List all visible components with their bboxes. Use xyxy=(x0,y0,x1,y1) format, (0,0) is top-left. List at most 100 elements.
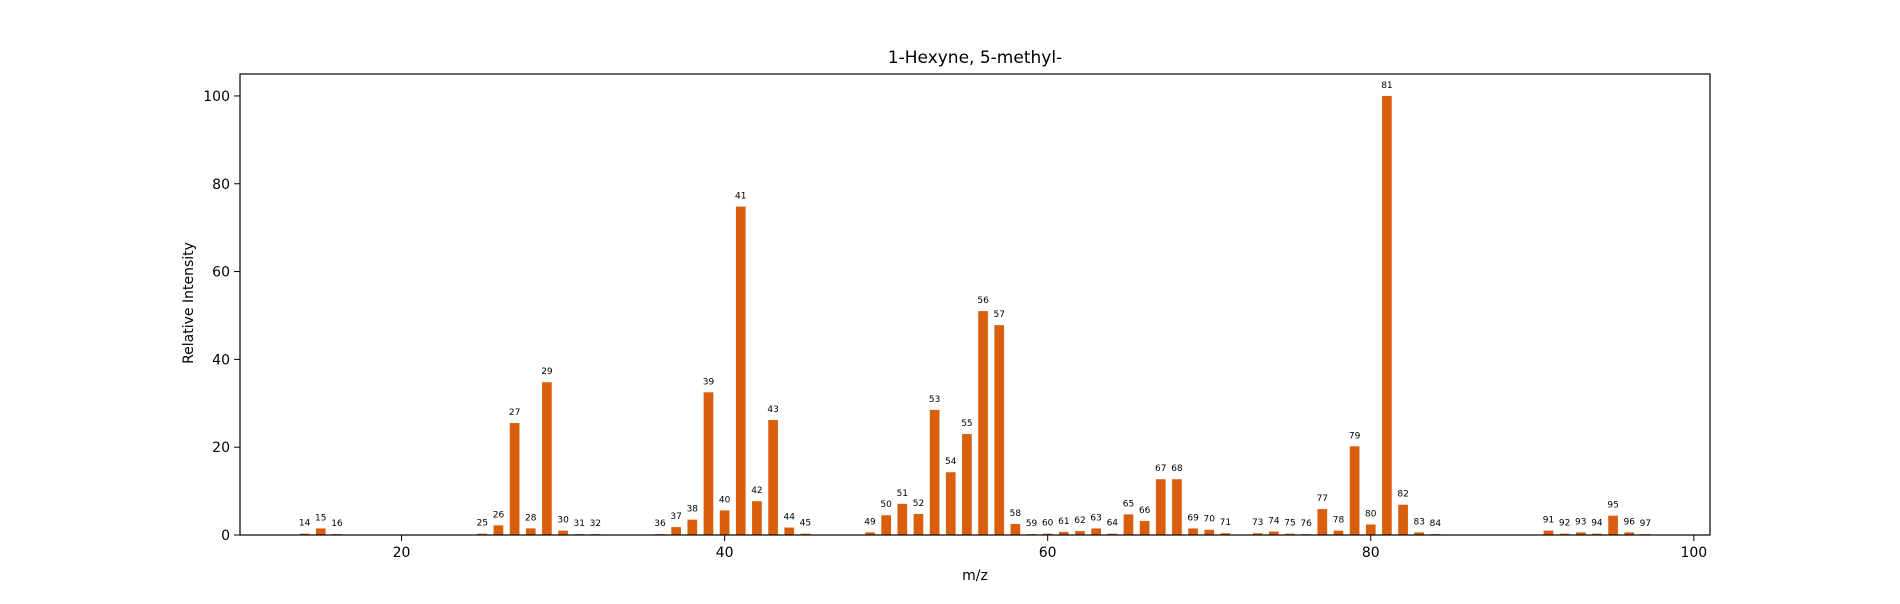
x-axis-label: m/z xyxy=(962,568,988,584)
bar-mz-55 xyxy=(962,434,972,535)
bars-layer xyxy=(299,95,1651,535)
bar-label-mz-66: 66 xyxy=(1139,506,1151,516)
bar-mz-52 xyxy=(913,513,924,535)
bar-label-mz-81: 81 xyxy=(1381,81,1392,91)
bar-label-mz-68: 68 xyxy=(1171,464,1183,474)
bar-label-mz-83: 83 xyxy=(1414,517,1425,527)
bar-mz-43 xyxy=(768,419,778,535)
bar-label-mz-38: 38 xyxy=(687,505,699,515)
bar-mz-71 xyxy=(1220,533,1231,535)
bar-label-mz-96: 96 xyxy=(1624,517,1636,527)
plot-frame xyxy=(239,73,1711,536)
bar-label-mz-32: 32 xyxy=(590,519,601,529)
bar-label-mz-26: 26 xyxy=(493,510,505,520)
chart-title: 1-Hexyne, 5-methyl- xyxy=(888,48,1062,68)
bar-mz-64 xyxy=(1107,533,1118,535)
bar-mz-39 xyxy=(703,392,714,535)
y-tick-label-80: 80 xyxy=(212,177,230,193)
bar-label-mz-59: 59 xyxy=(1026,519,1038,529)
bar-mz-54 xyxy=(945,472,956,535)
bar-label-mz-54: 54 xyxy=(945,457,957,467)
bar-label-mz-71: 71 xyxy=(1220,518,1231,528)
bar-label-mz-78: 78 xyxy=(1333,516,1345,526)
bar-label-mz-76: 76 xyxy=(1300,519,1312,529)
bar-mz-96 xyxy=(1624,532,1635,535)
bar-mz-45 xyxy=(800,533,811,535)
bar-mz-81 xyxy=(1382,95,1392,535)
bar-mz-94 xyxy=(1592,533,1602,535)
bar-mz-78 xyxy=(1333,530,1344,535)
x-tick-label-20: 20 xyxy=(393,545,411,561)
y-tick-label-40: 40 xyxy=(212,352,230,368)
bar-label-mz-75: 75 xyxy=(1284,519,1295,529)
bar-label-mz-14: 14 xyxy=(299,519,311,529)
bar-mz-80 xyxy=(1365,524,1376,535)
bar-mz-75 xyxy=(1285,533,1295,535)
bar-mz-30 xyxy=(558,530,568,535)
bar-mz-63 xyxy=(1091,528,1101,535)
bar-label-mz-93: 93 xyxy=(1575,517,1586,527)
bar-label-mz-30: 30 xyxy=(557,516,569,526)
bar-label-mz-79: 79 xyxy=(1349,431,1361,441)
bar-label-mz-60: 60 xyxy=(1042,519,1054,529)
bar-mz-28 xyxy=(525,528,536,535)
bar-label-mz-53: 53 xyxy=(929,395,940,405)
bar-label-mz-16: 16 xyxy=(331,519,343,529)
bar-label-mz-15: 15 xyxy=(315,513,326,523)
bar-mz-73 xyxy=(1252,533,1263,535)
bar-mz-41 xyxy=(735,206,746,535)
bar-mz-50 xyxy=(881,515,891,535)
bar-label-mz-74: 74 xyxy=(1268,516,1280,526)
bar-label-mz-64: 64 xyxy=(1107,519,1119,529)
bar-mz-77 xyxy=(1317,509,1328,535)
bar-label-mz-65: 65 xyxy=(1123,499,1134,509)
y-axis-label: Relative Intensity xyxy=(181,242,197,364)
bar-label-mz-82: 82 xyxy=(1397,490,1408,500)
y-tick-label-100: 100 xyxy=(203,89,230,105)
bar-mz-65 xyxy=(1123,514,1134,535)
bar-label-mz-61: 61 xyxy=(1058,517,1069,527)
bar-mz-37 xyxy=(671,527,681,535)
bar-label-mz-73: 73 xyxy=(1252,518,1263,528)
bar-label-mz-95: 95 xyxy=(1607,501,1618,511)
bar-mz-14 xyxy=(299,533,310,535)
bar-mz-83 xyxy=(1414,532,1425,535)
bar-label-mz-43: 43 xyxy=(767,405,778,415)
bar-mz-61 xyxy=(1059,531,1069,535)
bar-mz-56 xyxy=(978,311,988,535)
bar-mz-68 xyxy=(1172,479,1182,535)
bar-mz-40 xyxy=(719,510,730,535)
bar-mz-51 xyxy=(897,503,908,535)
bar-mz-38 xyxy=(687,519,698,535)
bar-label-mz-27: 27 xyxy=(509,408,520,418)
bar-label-mz-94: 94 xyxy=(1591,519,1603,529)
bar-mz-53 xyxy=(929,409,940,535)
x-tick-label-80: 80 xyxy=(1362,545,1380,561)
bar-label-mz-57: 57 xyxy=(994,310,1005,320)
bar-label-mz-69: 69 xyxy=(1187,513,1199,523)
bar-mz-42 xyxy=(752,501,762,535)
bar-label-mz-51: 51 xyxy=(897,489,908,499)
bar-label-mz-67: 67 xyxy=(1155,464,1166,474)
bar-label-mz-92: 92 xyxy=(1559,519,1570,529)
bar-mz-44 xyxy=(784,527,795,535)
bar-mz-69 xyxy=(1188,528,1198,535)
bar-label-mz-39: 39 xyxy=(703,377,715,387)
bar-mz-70 xyxy=(1204,529,1215,535)
bar-mz-82 xyxy=(1398,504,1408,535)
bar-label-mz-52: 52 xyxy=(913,499,924,509)
bar-label-mz-49: 49 xyxy=(864,517,876,527)
bar-label-mz-45: 45 xyxy=(800,519,811,529)
bar-mz-25 xyxy=(477,533,488,535)
x-tick-label-40: 40 xyxy=(716,545,734,561)
bar-mz-60 xyxy=(1042,533,1053,535)
bar-mz-57 xyxy=(994,325,1005,535)
bar-label-mz-56: 56 xyxy=(977,296,989,306)
bar-label-mz-25: 25 xyxy=(477,519,488,529)
bar-mz-74 xyxy=(1269,531,1279,535)
bar-label-mz-37: 37 xyxy=(670,512,681,522)
bar-mz-29 xyxy=(542,382,552,535)
bar-mz-92 xyxy=(1559,533,1570,535)
bar-label-mz-29: 29 xyxy=(541,367,553,377)
